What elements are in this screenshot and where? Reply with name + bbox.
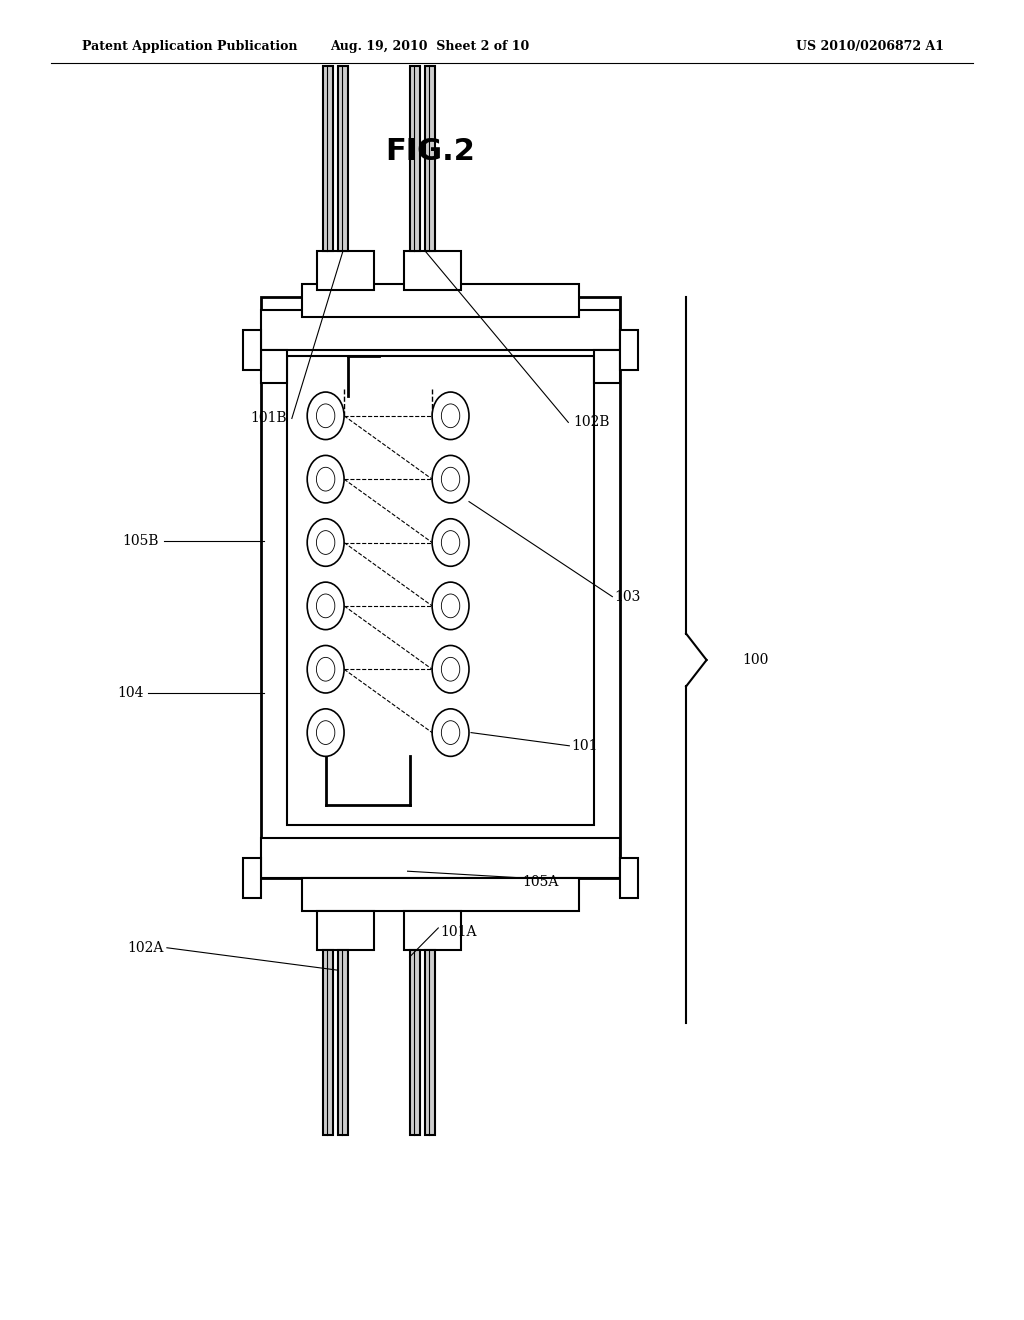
Circle shape (441, 657, 460, 681)
Bar (594, 350, 620, 383)
Bar (317, 911, 374, 950)
Bar (425, 66, 435, 251)
Text: Aug. 19, 2010  Sheet 2 of 10: Aug. 19, 2010 Sheet 2 of 10 (331, 40, 529, 53)
Bar (620, 858, 638, 898)
Circle shape (307, 519, 344, 566)
Text: Patent Application Publication: Patent Application Publication (82, 40, 297, 53)
Bar (261, 350, 287, 383)
Text: 101: 101 (571, 739, 598, 752)
Circle shape (316, 404, 335, 428)
Circle shape (441, 404, 460, 428)
Text: 103: 103 (614, 590, 641, 603)
Circle shape (432, 709, 469, 756)
Text: 100: 100 (742, 653, 769, 667)
Circle shape (316, 467, 335, 491)
Text: 101B: 101B (250, 412, 287, 425)
Text: US 2010/0206872 A1: US 2010/0206872 A1 (797, 40, 944, 53)
Bar (261, 838, 620, 878)
Circle shape (316, 721, 335, 744)
Circle shape (432, 392, 469, 440)
Circle shape (307, 645, 344, 693)
Circle shape (441, 594, 460, 618)
Text: 105A: 105A (522, 875, 559, 888)
Bar (620, 330, 638, 370)
Bar (243, 858, 261, 898)
Circle shape (441, 531, 460, 554)
Bar (404, 251, 461, 290)
Circle shape (432, 519, 469, 566)
Bar (338, 66, 348, 251)
Bar (410, 66, 420, 251)
Bar (302, 878, 579, 911)
Circle shape (432, 455, 469, 503)
Circle shape (307, 709, 344, 756)
Bar (287, 356, 594, 825)
Bar (410, 950, 420, 1135)
Bar (323, 950, 333, 1135)
Text: 102A: 102A (127, 941, 164, 954)
Circle shape (316, 594, 335, 618)
Text: 104: 104 (117, 686, 143, 700)
Bar (317, 251, 374, 290)
Circle shape (432, 645, 469, 693)
Text: FIG.2: FIG.2 (385, 137, 475, 166)
Circle shape (316, 657, 335, 681)
Text: 105B: 105B (122, 535, 159, 548)
Bar (425, 950, 435, 1135)
Text: 101A: 101A (440, 925, 477, 939)
Circle shape (316, 531, 335, 554)
Bar (404, 911, 461, 950)
Circle shape (307, 582, 344, 630)
Bar (302, 284, 579, 317)
Bar (243, 330, 261, 370)
Bar (261, 297, 620, 878)
Circle shape (307, 392, 344, 440)
Bar (261, 310, 620, 350)
Circle shape (307, 455, 344, 503)
Bar (323, 66, 333, 251)
Circle shape (432, 582, 469, 630)
Text: 102B: 102B (573, 416, 610, 429)
Circle shape (441, 467, 460, 491)
Circle shape (441, 721, 460, 744)
Bar (338, 950, 348, 1135)
